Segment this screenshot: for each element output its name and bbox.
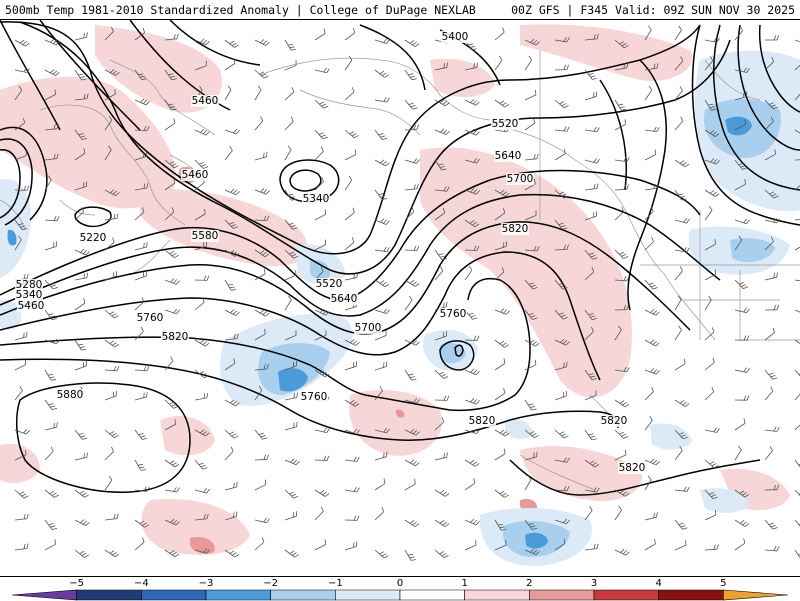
colorbar-tick-label: 0 <box>397 578 403 589</box>
contour-label: 5760 <box>137 312 164 324</box>
colorbar-tick-label: 1 <box>461 578 467 589</box>
contour-label: 5820 <box>601 415 628 427</box>
colorbar-tick-label: 3 <box>591 578 597 589</box>
contour-label: 5880 <box>57 389 84 401</box>
anomaly-colorbar: −5 −4 −3 −2 −1 0 1 2 3 4 5 <box>0 576 800 600</box>
contour-label: 5520 <box>316 278 343 290</box>
colorbar-tick-label: −3 <box>199 578 214 589</box>
title-bar: 500mb Temp 1981-2010 Standardized Anomal… <box>0 0 800 20</box>
colorbar-tick-label: −4 <box>134 578 149 589</box>
colorbar-segment <box>77 590 142 600</box>
contour-label: 5820 <box>162 331 189 343</box>
colorbar-tick-label: −1 <box>328 578 343 589</box>
contour-label: 5520 <box>492 118 519 130</box>
map-panel: 5400 5460 5520 5640 5340 5460 5700 5220 5580 5820… <box>0 20 800 576</box>
colorbar-segment <box>659 590 724 600</box>
colorbar-segment <box>335 590 400 600</box>
contour-label: 5640 <box>331 293 358 305</box>
contour-label: 5400 <box>442 31 469 43</box>
colorbar-segment <box>12 590 77 600</box>
contour-label: 5820 <box>469 415 496 427</box>
colorbar-segment <box>529 590 594 600</box>
map-title: 500mb Temp 1981-2010 Standardized Anomal… <box>5 3 476 17</box>
map-canvas: 5400 5460 5520 5640 5340 5460 5700 5220 5580 5820… <box>0 20 800 576</box>
contour-label: 5700 <box>507 173 534 185</box>
contour-label: 5760 <box>440 308 467 320</box>
contour-label: 5460 <box>18 300 45 312</box>
contour-label: 5640 <box>495 150 522 162</box>
contour-label: 5820 <box>502 223 529 235</box>
contour-label: 5340 <box>303 193 330 205</box>
contour-label: 5580 <box>192 230 219 242</box>
colorbar-segment <box>206 590 271 600</box>
colorbar-tick-label: 2 <box>526 578 532 589</box>
colorbar-segment <box>723 590 788 600</box>
colorbar-segment <box>465 590 530 600</box>
colorbar-segment <box>141 590 206 600</box>
contour-label: 5760 <box>301 391 328 403</box>
contour-label: 5820 <box>619 462 646 474</box>
colorbar-tick-label: 4 <box>655 578 661 589</box>
colorbar-tick-label: 5 <box>720 578 726 589</box>
colorbar-segment <box>400 590 465 600</box>
model-run-info: 00Z GFS | F345 Valid: 09Z SUN NOV 30 202… <box>511 3 795 17</box>
colorbar-tick-label: −5 <box>69 578 84 589</box>
colorbar-canvas: −5 −4 −3 −2 −1 0 1 2 3 4 5 <box>0 577 800 601</box>
colorbar-tick-label: −2 <box>263 578 278 589</box>
colorbar-segment <box>271 590 336 600</box>
contour-label: 5700 <box>355 322 382 334</box>
contour-label: 5460 <box>182 169 209 181</box>
contour-label: 5220 <box>80 232 107 244</box>
colorbar-segment <box>594 590 659 600</box>
contour-label: 5460 <box>192 95 219 107</box>
